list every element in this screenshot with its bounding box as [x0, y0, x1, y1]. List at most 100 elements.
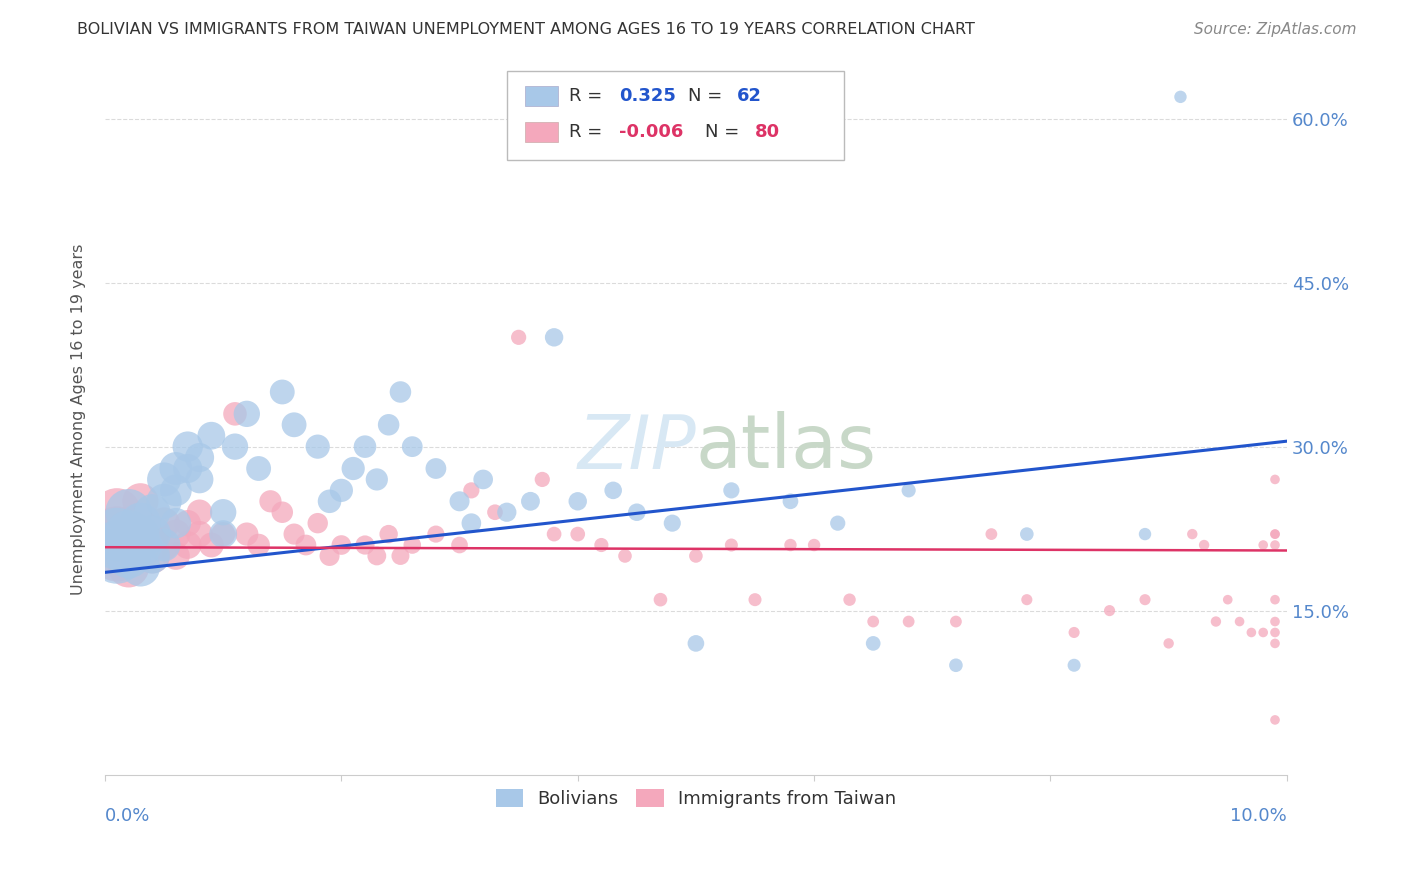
Point [165, 516, 187, 531]
Point [744, 592, 766, 607]
Point [1264, 592, 1286, 607]
Point [602, 483, 624, 498]
Point [543, 527, 565, 541]
Point [165, 461, 187, 475]
Point [720, 538, 742, 552]
Point [200, 538, 222, 552]
Point [377, 527, 399, 541]
Point [105, 549, 128, 563]
Point [460, 516, 482, 531]
Point [1216, 592, 1239, 607]
Point [401, 440, 423, 454]
Text: R =: R = [569, 87, 609, 105]
Point [117, 560, 139, 574]
Point [200, 428, 222, 442]
Point [283, 417, 305, 432]
Point [212, 527, 235, 541]
Point [661, 516, 683, 531]
Point [567, 527, 589, 541]
Point [188, 505, 211, 519]
Point [153, 472, 176, 486]
Point [259, 494, 281, 508]
Point [1264, 527, 1286, 541]
Point [330, 538, 353, 552]
Point [803, 538, 825, 552]
Point [129, 516, 152, 531]
Point [105, 549, 128, 563]
Point [247, 461, 270, 475]
Point [177, 516, 200, 531]
Point [188, 450, 211, 465]
Point [318, 549, 340, 563]
Point [236, 527, 259, 541]
Point [318, 494, 340, 508]
Text: -0.006: -0.006 [619, 122, 683, 141]
Point [1063, 658, 1085, 673]
Text: R =: R = [569, 122, 609, 141]
Text: BOLIVIAN VS IMMIGRANTS FROM TAIWAN UNEMPLOYMENT AMONG AGES 16 TO 19 YEARS CORREL: BOLIVIAN VS IMMIGRANTS FROM TAIWAN UNEMP… [77, 22, 976, 37]
Point [980, 527, 1002, 541]
Point [614, 549, 637, 563]
Point [1264, 636, 1286, 650]
Point [1264, 538, 1286, 552]
Point [945, 615, 967, 629]
Point [354, 440, 377, 454]
Point [1157, 636, 1180, 650]
Text: 10.0%: 10.0% [1230, 806, 1286, 824]
Point [212, 505, 235, 519]
Point [377, 417, 399, 432]
Point [141, 549, 163, 563]
Point [1133, 592, 1156, 607]
Point [236, 407, 259, 421]
Point [117, 549, 139, 563]
Point [141, 549, 163, 563]
Point [188, 472, 211, 486]
Point [567, 494, 589, 508]
Text: ZIP: ZIP [576, 412, 696, 483]
Text: 0.325: 0.325 [619, 87, 676, 105]
Point [1264, 615, 1286, 629]
Point [247, 538, 270, 552]
Point [425, 527, 447, 541]
Point [1133, 527, 1156, 541]
Point [591, 538, 613, 552]
FancyBboxPatch shape [524, 121, 558, 142]
Point [105, 505, 128, 519]
Point [862, 615, 884, 629]
Point [153, 494, 176, 508]
Point [472, 472, 495, 486]
Point [141, 527, 163, 541]
Point [1098, 604, 1121, 618]
Point [129, 560, 152, 574]
Point [188, 527, 211, 541]
Point [1205, 615, 1227, 629]
Point [1264, 713, 1286, 727]
Point [827, 516, 849, 531]
Point [342, 461, 364, 475]
Point [165, 549, 187, 563]
Point [307, 516, 329, 531]
Point [685, 636, 707, 650]
Point [141, 538, 163, 552]
Point [129, 516, 152, 531]
Point [531, 472, 554, 486]
Point [1251, 538, 1274, 552]
Point [212, 527, 235, 541]
Point [117, 505, 139, 519]
Point [1015, 592, 1038, 607]
Text: N =: N = [688, 87, 728, 105]
Point [1264, 472, 1286, 486]
Point [105, 527, 128, 541]
Point [177, 461, 200, 475]
Point [779, 494, 801, 508]
Point [153, 538, 176, 552]
Point [449, 494, 471, 508]
Point [401, 538, 423, 552]
Point [1063, 625, 1085, 640]
Point [307, 440, 329, 454]
Point [650, 592, 672, 607]
Point [1015, 527, 1038, 541]
Point [484, 505, 506, 519]
Point [862, 636, 884, 650]
Point [141, 505, 163, 519]
